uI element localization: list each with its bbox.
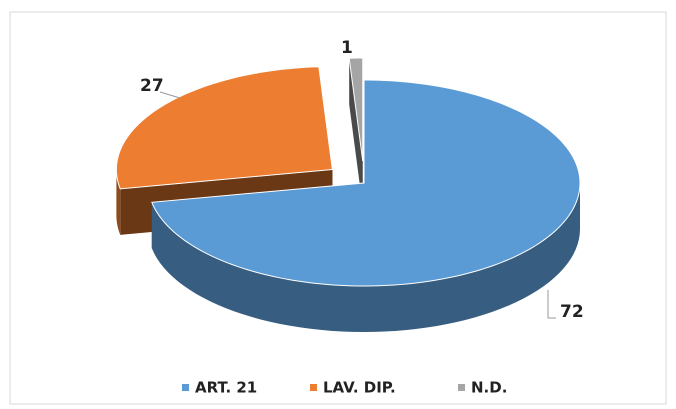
data-label: 72 [560,302,584,322]
pie [115,57,581,332]
legend-label: ART. 21 [195,379,257,397]
legend-label: LAV. DIP. [323,379,396,397]
legend-swatch [310,384,317,391]
labels: 72 27 1 [140,38,584,322]
legend-label: N.D. [471,379,507,397]
data-label: 1 [341,38,353,58]
legend-swatch [182,384,189,391]
slice [151,79,581,332]
leader-line [547,290,556,319]
leader-line [159,91,181,99]
slice [348,57,364,208]
data-label: 27 [140,76,164,96]
slice-top [115,66,333,190]
slice-wall [116,169,121,235]
slice-side [349,58,363,208]
legend: ART. 21 LAV. DIP. N.D. [182,379,507,397]
legend-swatch [458,384,465,391]
slice-top [151,79,581,287]
slice-wall [151,183,580,332]
slice-top [348,57,364,162]
